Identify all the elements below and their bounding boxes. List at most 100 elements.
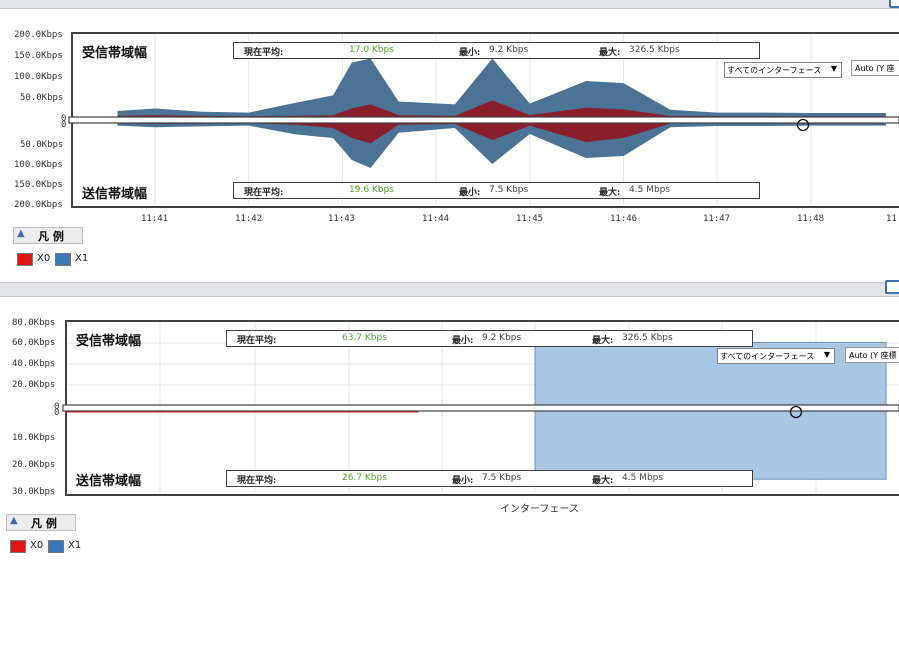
series-x1-rx-area [117,58,886,120]
panel-header-strip [0,0,899,9]
y-scale-value: Auto (Y 座 [855,64,895,73]
avg-label: 現在平均: [244,48,284,58]
tx-title: 送信帯域幅 [76,474,142,489]
avg-label: 現在平均: [244,188,284,198]
min-value: 7.5 Kbps [482,473,522,483]
x-tick: 11:43 [328,214,356,224]
legend-toggle-button[interactable]: ▲ 凡 例 [6,514,76,531]
y-tick: 150.0Kbps [14,51,63,61]
min-label: 最小: [452,336,474,346]
avg-label: 現在平均: [237,476,277,486]
avg-value: 63.7 Kbps [342,333,387,343]
y-tick: 0 [61,120,67,130]
interface-select-value: すべてのインターフェース [727,66,822,75]
legend-swatch-x0 [17,253,33,266]
bar-x1-tx [534,407,887,480]
y-tick: 40.0Kbps [12,359,56,369]
legend-toggle-button[interactable]: ▲ 凡 例 [13,227,83,244]
interface-select-value: すべてのインターフェース [720,352,815,361]
collapse-up-icon: ▲ [17,228,25,239]
x-tick: 11:45 [516,214,544,224]
avg-value: 17.0 Kbps [349,45,394,55]
avg-value: 26.7 Kbps [342,473,387,483]
x-tick: 11:47 [703,214,731,224]
rx-stats: 現在平均: 63.7 Kbps 最小: 9.2 Kbps 最大: 326.5 K… [226,330,753,347]
min-label: 最小: [459,188,481,198]
series-x1-tx-area [117,120,886,168]
avg-value: 19.6 Kbps [349,185,394,195]
x-tick: 11:42 [235,214,263,224]
chart-1-plot [68,34,899,204]
y-tick: 30.0Kbps [12,487,56,497]
x-tick: 11: [886,214,899,224]
y-tick: 80.0Kbps [12,318,56,328]
legend-swatch-x0 [10,540,26,553]
zero-baseline [62,404,899,412]
cursor-marker [789,405,803,419]
legend-swatch-x1 [55,253,71,266]
interface-select[interactable]: すべてのインターフェース ▼ [717,348,835,364]
series-x0-tx-area [117,120,886,144]
max-label: 最大: [599,48,621,58]
chevron-down-icon: ▼ [823,350,830,359]
rx-title: 受信帯域幅 [76,334,142,349]
chevron-down-icon: ▼ [830,64,837,73]
legend-label-x0: X0 [37,253,51,264]
y-tick: 50.0Kbps [20,140,64,150]
popout-icon[interactable] [889,0,899,8]
y-scale-select[interactable]: Auto (Y 座標 [845,347,899,363]
popout-icon[interactable] [885,280,899,294]
max-value: 4.5 Mbps [629,185,671,195]
y-tick: 50.0Kbps [20,93,64,103]
interface-select[interactable]: すべてのインターフェース ▼ [724,62,842,78]
x-tick: 11:41 [141,214,169,224]
y-tick: 100.0Kbps [14,160,63,170]
max-value: 4.5 Mbps [622,473,664,483]
y-tick: 0 [54,408,60,418]
legend-label: 凡 例 [31,517,57,530]
y-tick: 200.0Kbps [14,30,63,40]
tx-stats: 現在平均: 26.7 Kbps 最小: 7.5 Kbps 最大: 4.5 Mbp… [226,470,753,487]
y-tick: 200.0Kbps [14,200,63,210]
y-tick: 20.0Kbps [12,380,56,390]
y-tick: 0 [54,402,60,412]
y-scale-select[interactable]: Auto (Y 座 [851,60,899,76]
y-tick: 100.0Kbps [14,72,63,82]
legend-label-x1: X1 [75,253,89,264]
y-tick: 0 [61,114,67,124]
tx-stats: 現在平均: 19.6 Kbps 最小: 7.5 Kbps 最大: 4.5 Mbp… [233,182,760,199]
x-tick: 11:46 [610,214,638,224]
max-label: 最大: [592,476,614,486]
x-tick: 11:44 [422,214,450,224]
tx-title: 送信帯域幅 [82,187,148,202]
min-value: 7.5 Kbps [489,185,529,195]
min-value: 9.2 Kbps [489,45,529,55]
x-tick: 11:48 [797,214,825,224]
min-value: 9.2 Kbps [482,333,522,343]
avg-label: 現在平均: [237,336,277,346]
legend-swatch-x1 [48,540,64,553]
y-tick: 20.0Kbps [12,460,56,470]
legend-label: 凡 例 [38,230,64,243]
chart-2-plot [62,322,899,492]
y-scale-value: Auto (Y 座標 [849,351,897,360]
legend-label-x0: X0 [30,540,44,551]
y-tick: 10.0Kbps [12,433,56,443]
y-tick: 150.0Kbps [14,180,63,190]
max-label: 最大: [592,336,614,346]
cursor-marker [796,118,810,132]
max-label: 最大: [599,188,621,198]
max-value: 326.5 Kbps [622,333,673,343]
legend-label-x1: X1 [68,540,82,551]
max-value: 326.5 Kbps [629,45,680,55]
min-label: 最小: [459,48,481,58]
x-axis-title: インターフェース [500,504,579,515]
collapse-up-icon: ▲ [10,515,18,526]
rx-stats: 現在平均: 17.0 Kbps 最小: 9.2 Kbps 最大: 326.5 K… [233,42,760,59]
panel-header-strip [0,282,899,297]
series-x0-rx-area [117,100,886,120]
zero-baseline [68,116,899,124]
y-tick: 60.0Kbps [12,338,56,348]
min-label: 最小: [452,476,474,486]
rx-title: 受信帯域幅 [82,46,148,61]
